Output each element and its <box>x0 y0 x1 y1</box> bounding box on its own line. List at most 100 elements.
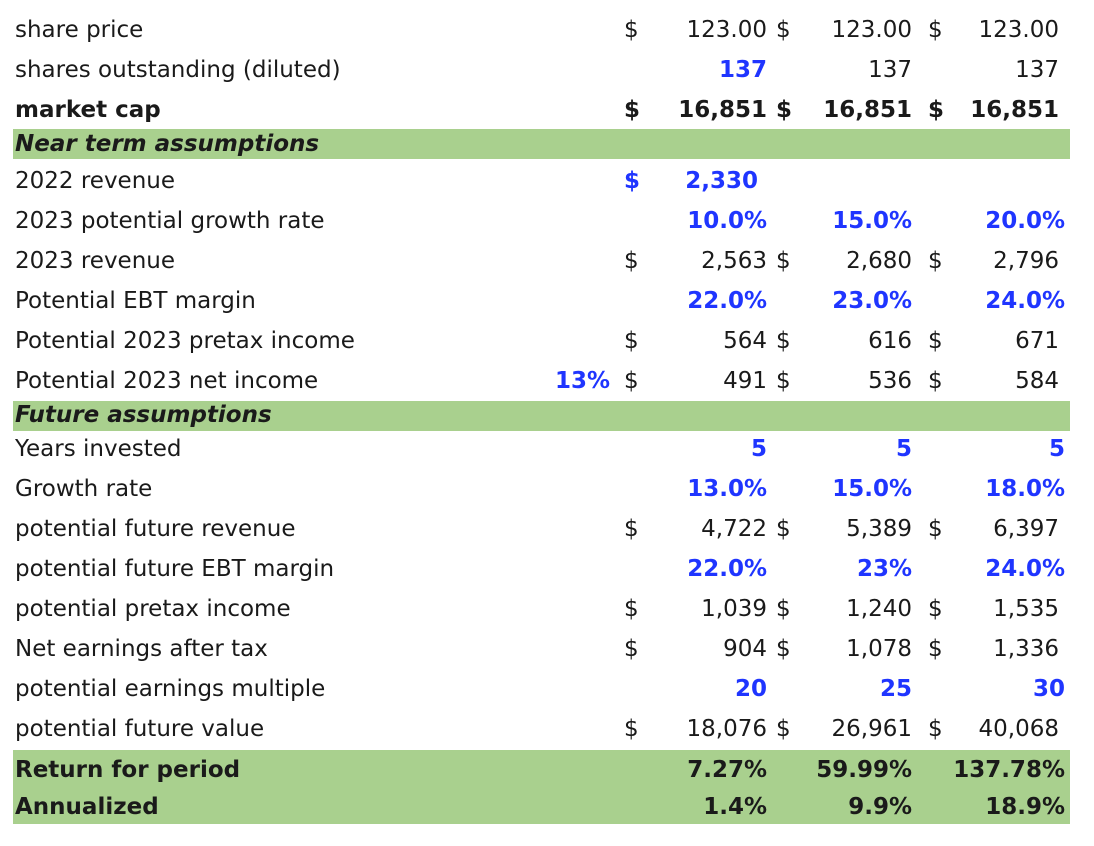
value-col-2[interactable]: 2,680 <box>846 248 912 274</box>
value-col-2[interactable]: 16,851 <box>823 97 912 123</box>
dollar-sign: $ <box>928 17 943 43</box>
dollar-sign: $ <box>624 97 641 123</box>
dollar-sign: $ <box>928 636 943 662</box>
row-label: Potential 2023 net income <box>15 368 319 394</box>
value-col-1[interactable]: 1.4% <box>703 794 767 820</box>
value-col-1[interactable]: 20 <box>734 676 767 702</box>
section-band-future <box>13 401 1070 431</box>
value-col-2[interactable]: 26,961 <box>831 716 912 742</box>
dollar-sign: $ <box>776 368 791 394</box>
value-col-3[interactable]: 137.78% <box>953 757 1065 783</box>
dollar-sign: $ <box>624 368 639 394</box>
value-col-2[interactable]: 25 <box>879 676 912 702</box>
value-col-2[interactable]: 536 <box>868 368 912 394</box>
value-col-1[interactable]: 137 <box>718 57 767 83</box>
dollar-sign: $ <box>624 716 639 742</box>
dollar-sign: $ <box>928 248 943 274</box>
row-label: 2023 potential growth rate <box>15 208 325 234</box>
value-col-1[interactable]: 4,722 <box>701 516 767 542</box>
value-col-3[interactable]: 18.0% <box>985 476 1065 502</box>
value-col-3[interactable]: 1,535 <box>993 596 1059 622</box>
section-title: Future assumptions <box>15 402 272 428</box>
value-col-1[interactable]: 7.27% <box>687 757 767 783</box>
value-col-3[interactable]: 671 <box>1015 328 1059 354</box>
dollar-sign: $ <box>624 248 639 274</box>
value-col-3[interactable]: 6,397 <box>993 516 1059 542</box>
value-col-2[interactable]: 5 <box>895 436 912 462</box>
dollar-sign: $ <box>624 17 639 43</box>
value-col-1[interactable]: 13.0% <box>687 476 767 502</box>
row-label: potential pretax income <box>15 596 291 622</box>
value-col-2[interactable]: 23.0% <box>832 288 912 314</box>
value-col-2[interactable]: 5,389 <box>846 516 912 542</box>
dollar-sign: $ <box>928 596 943 622</box>
dollar-sign: $ <box>928 368 943 394</box>
value-col-3[interactable]: 123.00 <box>978 17 1059 43</box>
dollar-sign: $ <box>776 17 791 43</box>
section-title: Near term assumptions <box>15 131 320 157</box>
value-col-1[interactable]: 2,563 <box>701 248 767 274</box>
dollar-sign: $ <box>624 328 639 354</box>
dollar-sign: $ <box>928 97 945 123</box>
tax-rate-value[interactable]: 13% <box>554 368 610 394</box>
dollar-sign: $ <box>776 248 791 274</box>
row-label: potential earnings multiple <box>15 676 326 702</box>
value-col-1[interactable]: 2,330 <box>685 168 758 194</box>
row-label: potential future value <box>15 716 265 742</box>
value-col-2[interactable]: 15.0% <box>832 476 912 502</box>
value-col-1[interactable]: 18,076 <box>686 716 767 742</box>
dollar-sign: $ <box>776 328 791 354</box>
value-col-1[interactable]: 5 <box>750 436 767 462</box>
value-col-2[interactable]: 15.0% <box>832 208 912 234</box>
dollar-sign: $ <box>776 97 793 123</box>
row-label: potential future revenue <box>15 516 296 542</box>
value-col-2[interactable]: 1,240 <box>846 596 912 622</box>
value-col-3[interactable]: 20.0% <box>985 208 1065 234</box>
value-col-3[interactable]: 40,068 <box>978 716 1059 742</box>
value-col-2[interactable]: 616 <box>868 328 912 354</box>
value-col-3[interactable]: 137 <box>1015 57 1059 83</box>
value-col-3[interactable]: 1,336 <box>993 636 1059 662</box>
dollar-sign: $ <box>776 516 791 542</box>
dollar-sign: $ <box>624 516 639 542</box>
value-col-2[interactable]: 59.99% <box>816 757 912 783</box>
row-label: Annualized <box>15 794 159 820</box>
value-col-2[interactable]: 1,078 <box>846 636 912 662</box>
value-col-3[interactable]: 16,851 <box>970 97 1059 123</box>
value-col-1[interactable]: 123.00 <box>686 17 767 43</box>
row-label: Growth rate <box>15 476 153 502</box>
row-label: Potential 2023 pretax income <box>15 328 355 354</box>
value-col-1[interactable]: 491 <box>723 368 767 394</box>
value-col-3[interactable]: 30 <box>1032 676 1065 702</box>
row-label: Net earnings after tax <box>15 636 268 662</box>
value-col-1[interactable]: 22.0% <box>687 288 767 314</box>
value-col-1[interactable]: 904 <box>723 636 767 662</box>
dollar-sign: $ <box>776 636 791 662</box>
value-col-1[interactable]: 1,039 <box>701 596 767 622</box>
value-col-2[interactable]: 9.9% <box>848 794 912 820</box>
value-col-3[interactable]: 24.0% <box>985 288 1065 314</box>
value-col-1[interactable]: 564 <box>723 328 767 354</box>
row-label: Return for period <box>15 757 241 783</box>
row-label: Potential EBT margin <box>15 288 256 314</box>
value-col-2[interactable]: 23% <box>856 556 912 582</box>
value-col-3[interactable]: 24.0% <box>985 556 1065 582</box>
summary-band <box>13 750 1070 824</box>
value-col-3[interactable]: 18.9% <box>985 794 1065 820</box>
dollar-sign: $ <box>928 328 943 354</box>
dollar-sign: $ <box>624 596 639 622</box>
row-label: potential future EBT margin <box>15 556 335 582</box>
value-col-3[interactable]: 5 <box>1048 436 1065 462</box>
value-col-3[interactable]: 2,796 <box>993 248 1059 274</box>
value-col-3[interactable]: 584 <box>1015 368 1059 394</box>
row-label: 2023 revenue <box>15 248 176 274</box>
row-label: market cap <box>15 97 161 123</box>
value-col-2[interactable]: 137 <box>868 57 912 83</box>
value-col-2[interactable]: 123.00 <box>831 17 912 43</box>
value-col-1[interactable]: 16,851 <box>678 97 767 123</box>
value-col-1[interactable]: 22.0% <box>687 556 767 582</box>
value-col-1[interactable]: 10.0% <box>687 208 767 234</box>
row-label: shares outstanding (diluted) <box>15 57 341 83</box>
dollar-sign: $ <box>624 168 641 194</box>
